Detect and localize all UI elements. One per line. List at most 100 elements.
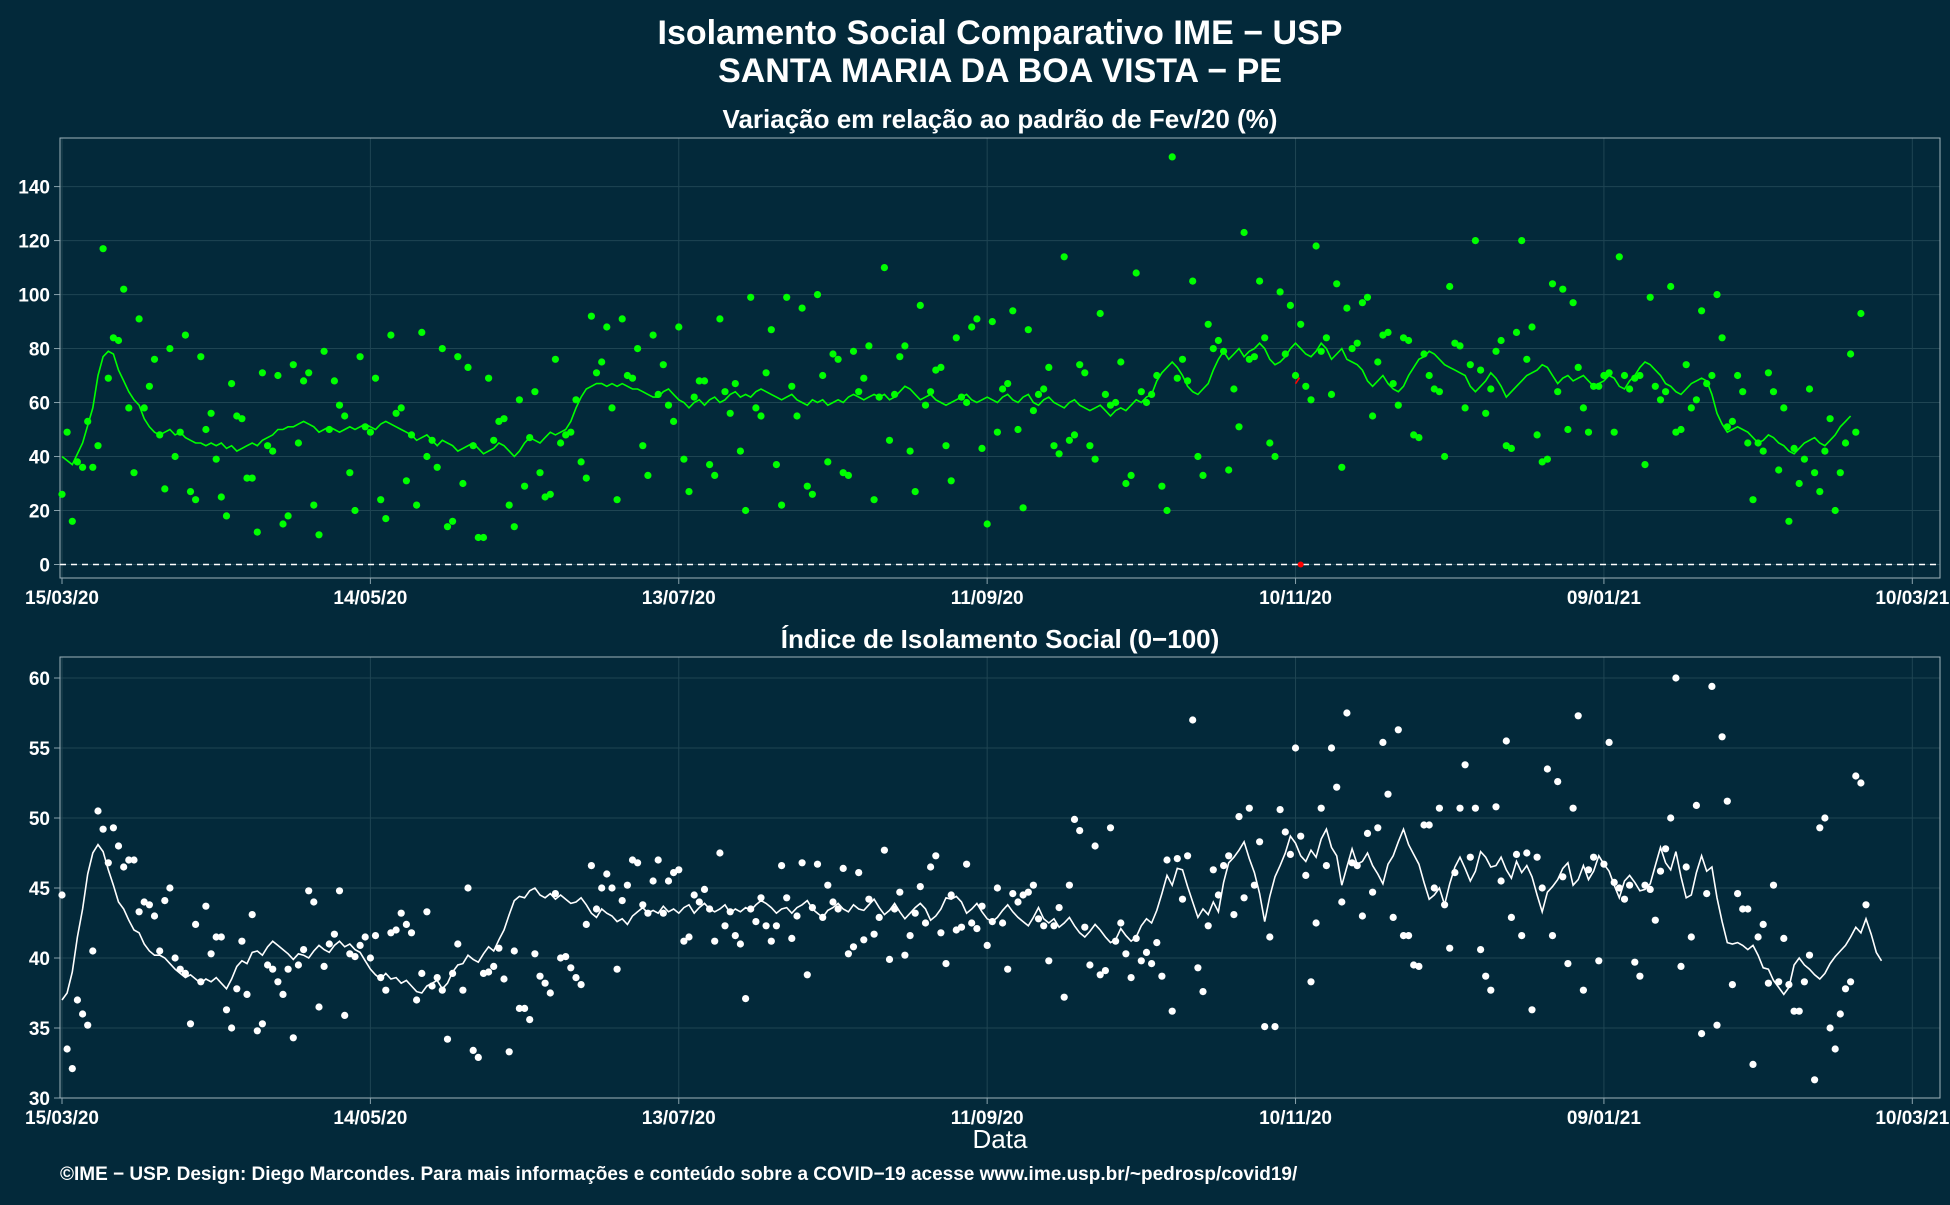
data-point	[649, 331, 657, 339]
data-point	[418, 969, 426, 978]
data-point	[474, 533, 482, 542]
data-point	[1708, 682, 1716, 691]
data-point	[428, 982, 436, 990]
y-tick-label: 40	[29, 448, 50, 469]
data-point	[387, 331, 395, 339]
data-point	[567, 428, 575, 436]
y-tick-label: 30	[29, 1089, 50, 1110]
data-point	[310, 501, 318, 509]
data-point	[1348, 345, 1356, 353]
data-point	[171, 954, 179, 962]
x-tick-label: 09/01/21	[1567, 1108, 1641, 1129]
data-point	[1703, 380, 1711, 388]
data-point	[1631, 958, 1639, 966]
data-point	[1384, 328, 1392, 336]
data-point	[747, 293, 755, 301]
data-point	[1615, 884, 1623, 892]
data-point	[1441, 452, 1449, 461]
data-point	[1749, 496, 1757, 504]
data-point	[1230, 911, 1238, 919]
data-point	[906, 932, 914, 940]
x-axis-label: Data	[973, 1124, 1028, 1154]
data-point	[1656, 396, 1665, 404]
data-point	[99, 245, 107, 253]
data-point	[1034, 390, 1043, 398]
data-point	[716, 315, 724, 323]
data-point	[1857, 779, 1865, 787]
data-point	[1692, 801, 1700, 810]
data-point	[1343, 709, 1351, 717]
data-point	[515, 1004, 524, 1013]
data-point	[1286, 301, 1294, 309]
data-point	[798, 304, 806, 312]
data-point	[1610, 878, 1618, 887]
data-point	[834, 905, 842, 913]
data-point	[1148, 960, 1156, 968]
data-point	[1086, 442, 1094, 450]
data-point	[1785, 517, 1793, 525]
data-point	[1811, 1076, 1819, 1084]
data-point	[634, 345, 642, 353]
data-point	[510, 523, 518, 531]
data-point	[680, 937, 688, 945]
data-point	[1451, 869, 1459, 877]
data-point	[608, 404, 616, 412]
data-point	[1590, 853, 1598, 861]
data-point	[1256, 277, 1264, 285]
data-point	[1677, 962, 1685, 971]
data-point	[1605, 738, 1613, 747]
data-point	[757, 894, 765, 902]
data-point	[1137, 957, 1145, 965]
data-point	[150, 912, 159, 920]
data-point	[1646, 293, 1654, 301]
data-point	[1184, 377, 1192, 385]
data-point	[685, 488, 693, 496]
data-point	[1405, 932, 1413, 940]
data-point	[1805, 951, 1814, 959]
data-point	[587, 862, 596, 870]
y-tick-label: 60	[29, 669, 50, 690]
data-point	[983, 941, 991, 950]
data-point	[1554, 388, 1562, 396]
data-point	[659, 361, 667, 369]
data-point	[1297, 320, 1305, 328]
data-point	[808, 490, 817, 498]
data-point	[1014, 425, 1022, 434]
data-point	[1466, 853, 1474, 861]
y-tick-label: 120	[18, 232, 50, 253]
y-tick-label: 0	[39, 556, 50, 577]
data-point	[870, 496, 878, 504]
data-point	[510, 947, 518, 955]
data-point	[937, 929, 945, 937]
data-point	[968, 323, 976, 331]
y-tick-label: 60	[29, 394, 50, 415]
data-point	[1769, 388, 1778, 396]
data-point	[1112, 937, 1120, 945]
data-point	[490, 436, 498, 444]
data-point	[330, 377, 338, 385]
data-point	[1698, 307, 1706, 315]
data-point	[634, 859, 642, 867]
data-point	[1435, 804, 1443, 812]
data-point	[659, 909, 667, 917]
data-point	[762, 369, 770, 377]
data-point	[1173, 374, 1181, 382]
data-point	[402, 920, 410, 929]
data-point	[546, 989, 554, 997]
highlight-point	[1297, 561, 1304, 568]
data-point	[1369, 412, 1377, 420]
data-point	[212, 933, 220, 941]
data-point	[1302, 382, 1310, 390]
data-point	[325, 425, 333, 434]
data-point	[1297, 832, 1305, 840]
data-point	[1132, 934, 1140, 943]
data-point	[1759, 447, 1767, 455]
data-point	[1626, 385, 1634, 393]
data-point	[1574, 363, 1582, 371]
y-tick-label: 45	[29, 879, 51, 900]
data-point	[521, 482, 529, 490]
data-point	[927, 863, 935, 871]
data-point	[73, 996, 81, 1004]
data-point	[1199, 988, 1207, 996]
data-point	[767, 937, 775, 945]
